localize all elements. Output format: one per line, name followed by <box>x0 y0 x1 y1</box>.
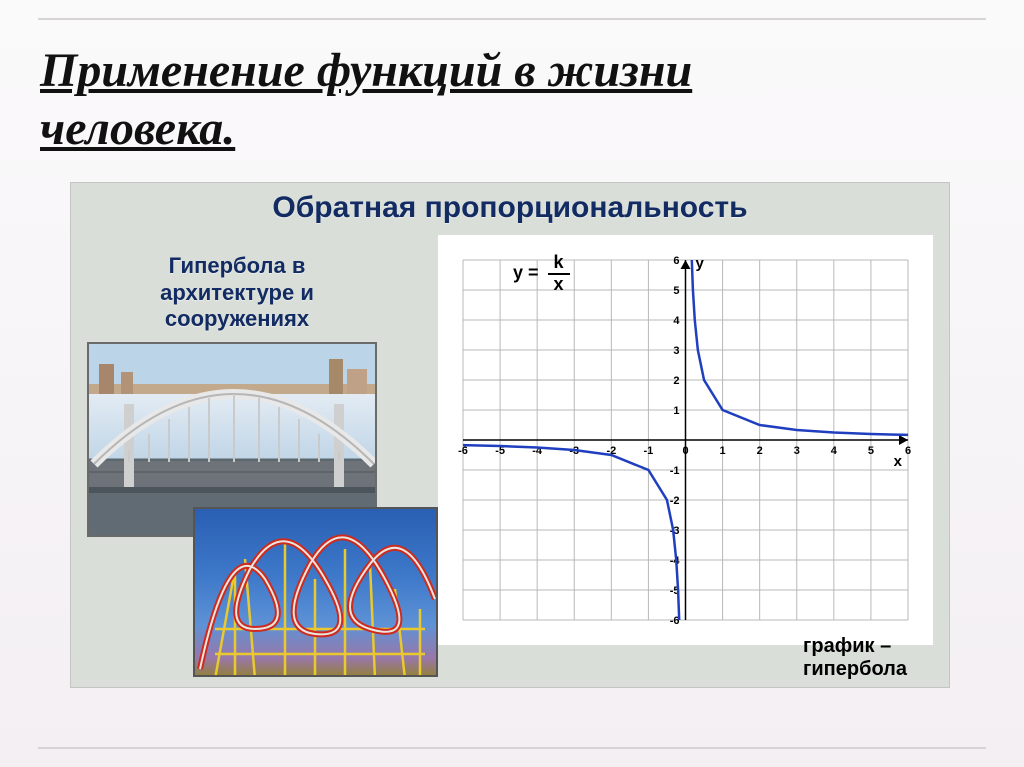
caption-l2: гипербола <box>803 658 907 680</box>
formula-den: x <box>548 275 570 295</box>
decorative-line-top <box>38 18 986 20</box>
svg-text:1: 1 <box>720 445 726 457</box>
svg-text:5: 5 <box>868 445 874 457</box>
sub-l2: архитектуре и <box>160 280 314 305</box>
svg-text:-1: -1 <box>644 445 654 457</box>
formula-lhs: y = <box>513 263 539 283</box>
title-line-1: Применение функций в жизни <box>40 42 984 100</box>
svg-text:0: 0 <box>682 445 688 457</box>
svg-text:x: x <box>894 453 903 470</box>
svg-text:6: 6 <box>673 255 679 267</box>
svg-text:-1: -1 <box>670 465 680 477</box>
left-column: Гипербола в архитектуре и сооружениях <box>87 253 387 537</box>
svg-text:5: 5 <box>673 285 679 297</box>
content-panel: Обратная пропорциональность Гипербола в … <box>70 182 950 688</box>
svg-text:y: y <box>696 255 705 272</box>
svg-text:2: 2 <box>757 445 763 457</box>
formula-num: k <box>548 253 570 275</box>
svg-text:3: 3 <box>673 345 679 357</box>
page-title: Применение функций в жизни человека. <box>40 42 984 157</box>
coaster-svg <box>195 509 438 677</box>
decorative-line-bottom <box>38 747 986 749</box>
svg-text:4: 4 <box>673 315 680 327</box>
chart-svg: -6-5-4-3-2-10123456-6-5-4-3-2-1123456yx <box>438 235 933 645</box>
svg-text:2: 2 <box>673 375 679 387</box>
panel-subheading: Гипербола в архитектуре и сооружениях <box>87 253 387 332</box>
svg-text:3: 3 <box>794 445 800 457</box>
title-line-2: человека. <box>40 100 984 158</box>
sub-l1: Гипербола в <box>169 253 306 278</box>
sub-l3: сооружениях <box>165 306 309 331</box>
panel-heading: Обратная пропорциональность <box>73 185 947 225</box>
svg-text:-2: -2 <box>670 495 680 507</box>
formula: y = k x <box>513 253 570 295</box>
svg-text:6: 6 <box>905 445 911 457</box>
hyperbola-chart: -6-5-4-3-2-10123456-6-5-4-3-2-1123456yx … <box>438 235 933 645</box>
caption-l1: график – <box>803 635 891 657</box>
svg-text:1: 1 <box>673 405 679 417</box>
svg-text:-6: -6 <box>458 445 468 457</box>
coaster-image <box>193 507 438 677</box>
chart-caption: график – гипербола <box>803 635 907 681</box>
svg-text:4: 4 <box>831 445 838 457</box>
